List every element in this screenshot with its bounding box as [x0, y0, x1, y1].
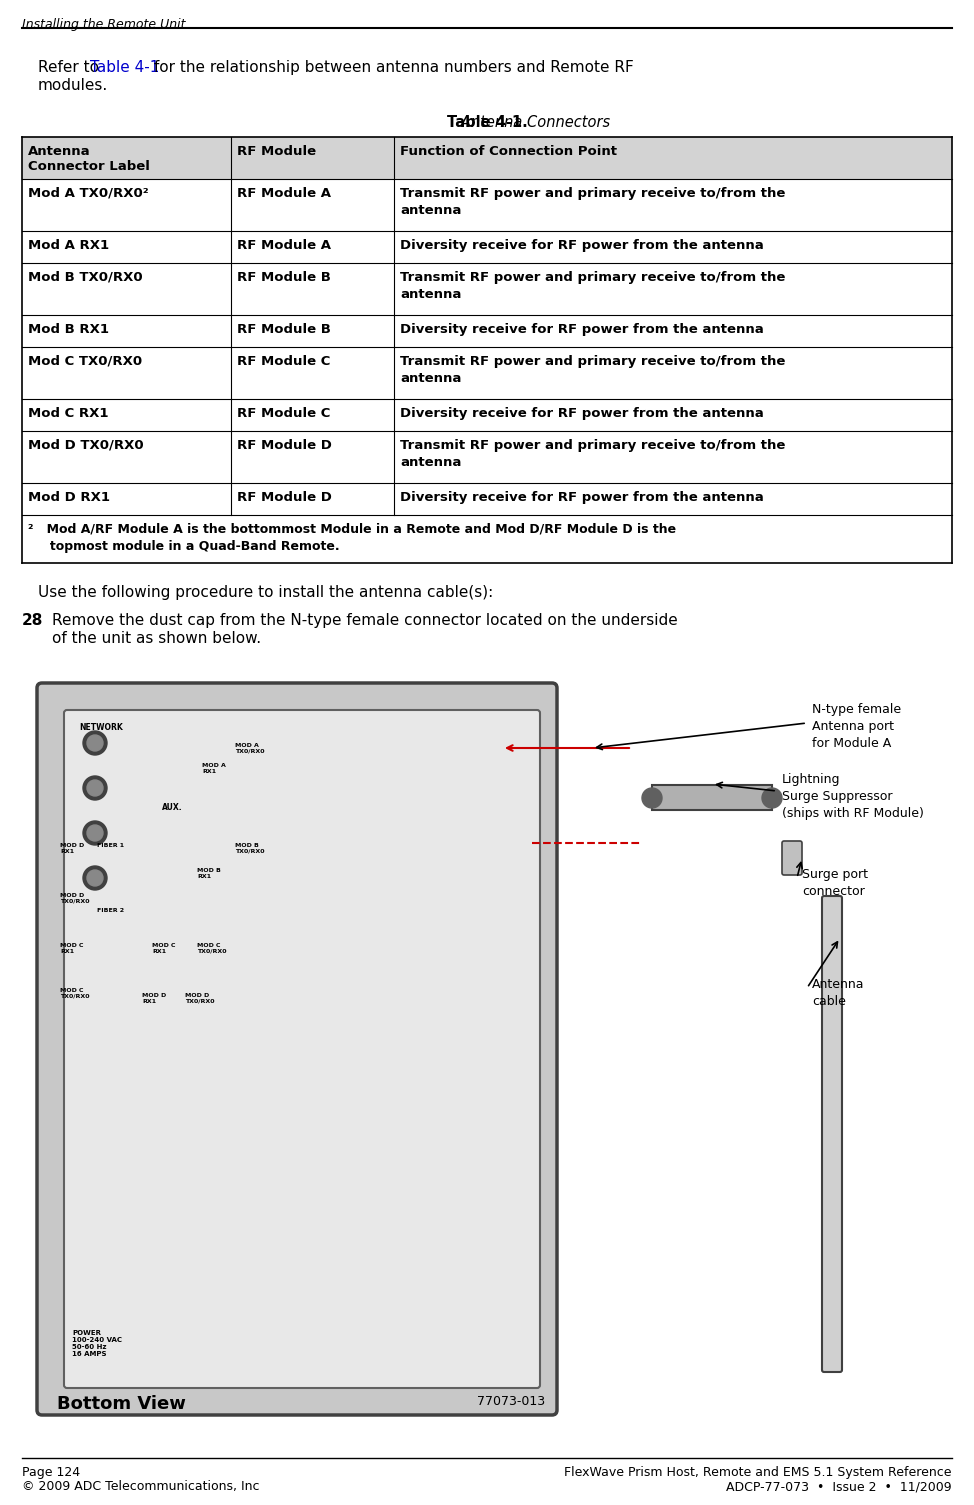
- FancyBboxPatch shape: [822, 895, 842, 1373]
- Text: Table 4-1: Table 4-1: [90, 60, 160, 75]
- Text: for the relationship between antenna numbers and Remote RF: for the relationship between antenna num…: [149, 60, 634, 75]
- FancyBboxPatch shape: [782, 841, 802, 874]
- Text: MOD C
TX0/RX0: MOD C TX0/RX0: [197, 944, 227, 954]
- Text: Mod D TX0/RX0: Mod D TX0/RX0: [28, 439, 143, 452]
- Text: MOD A
RX1: MOD A RX1: [202, 763, 226, 774]
- Text: Refer to: Refer to: [38, 60, 104, 75]
- Circle shape: [83, 822, 107, 844]
- Text: Lightning
Surge Suppressor
(ships with RF Module): Lightning Surge Suppressor (ships with R…: [782, 774, 924, 820]
- Text: Mod B RX1: Mod B RX1: [28, 324, 109, 336]
- Text: RF Module C: RF Module C: [238, 406, 330, 420]
- Text: Bottom View: Bottom View: [57, 1395, 186, 1413]
- Bar: [22, 515, 952, 563]
- Bar: [22, 263, 952, 315]
- Text: Mod C TX0/RX0: Mod C TX0/RX0: [28, 355, 142, 369]
- Text: Transmit RF power and primary receive to/from the
antenna: Transmit RF power and primary receive to…: [400, 355, 785, 385]
- Text: MOD B
RX1: MOD B RX1: [197, 868, 221, 879]
- Text: Table 4-1.: Table 4-1.: [447, 114, 527, 129]
- Circle shape: [83, 865, 107, 889]
- Text: of the unit as shown below.: of the unit as shown below.: [52, 631, 261, 646]
- Text: MOD D
RX1: MOD D RX1: [142, 993, 167, 1004]
- Bar: [22, 315, 952, 348]
- Bar: [22, 230, 952, 263]
- Bar: [22, 483, 952, 515]
- Text: Diversity receive for RF power from the antenna: Diversity receive for RF power from the …: [400, 491, 764, 504]
- Text: ²   Mod A/RF Module A is the bottommost Module in a Remote and Mod D/RF Module D: ² Mod A/RF Module A is the bottommost Mo…: [28, 524, 676, 552]
- Bar: [22, 399, 952, 430]
- Text: modules.: modules.: [38, 78, 108, 93]
- Text: Mod D RX1: Mod D RX1: [28, 491, 110, 504]
- Text: Surge port
connector: Surge port connector: [802, 868, 868, 898]
- Text: Mod C RX1: Mod C RX1: [28, 406, 108, 420]
- Text: Function of Connection Point: Function of Connection Point: [400, 144, 617, 158]
- Bar: [22, 430, 952, 483]
- Circle shape: [87, 825, 103, 841]
- Circle shape: [87, 734, 103, 751]
- Text: MOD D
TX0/RX0: MOD D TX0/RX0: [185, 993, 214, 1004]
- Text: Use the following procedure to install the antenna cable(s):: Use the following procedure to install t…: [38, 585, 493, 600]
- Text: MOD C
RX1: MOD C RX1: [152, 944, 175, 954]
- Text: FIBER 1: FIBER 1: [97, 843, 124, 847]
- Text: RF Module: RF Module: [238, 144, 317, 158]
- Text: MOD B
TX0/RX0: MOD B TX0/RX0: [235, 843, 265, 853]
- Text: FIBER 2: FIBER 2: [97, 908, 124, 914]
- Text: Transmit RF power and primary receive to/from the
antenna: Transmit RF power and primary receive to…: [400, 271, 785, 301]
- Text: RF Module B: RF Module B: [238, 324, 331, 336]
- Text: RF Module D: RF Module D: [238, 439, 332, 452]
- Text: Mod A RX1: Mod A RX1: [28, 239, 109, 251]
- Text: Diversity receive for RF power from the antenna: Diversity receive for RF power from the …: [400, 324, 764, 336]
- Text: AUX.: AUX.: [162, 804, 183, 813]
- Bar: [22, 348, 952, 399]
- Text: N-type female
Antenna port
for Module A: N-type female Antenna port for Module A: [812, 703, 901, 749]
- Text: Antenna
Connector Label: Antenna Connector Label: [28, 144, 150, 173]
- Text: RF Module A: RF Module A: [238, 187, 331, 200]
- Text: Diversity receive for RF power from the antenna: Diversity receive for RF power from the …: [400, 406, 764, 420]
- Text: FlexWave Prism Host, Remote and EMS 5.1 System Reference: FlexWave Prism Host, Remote and EMS 5.1 …: [565, 1466, 952, 1479]
- Text: Transmit RF power and primary receive to/from the
antenna: Transmit RF power and primary receive to…: [400, 187, 785, 217]
- Text: RF Module B: RF Module B: [238, 271, 331, 284]
- Text: Antenna Connectors: Antenna Connectors: [447, 114, 611, 129]
- Circle shape: [87, 870, 103, 886]
- Text: RF Module D: RF Module D: [238, 491, 332, 504]
- Text: MOD A
TX0/RX0: MOD A TX0/RX0: [235, 743, 265, 754]
- Text: Mod B TX0/RX0: Mod B TX0/RX0: [28, 271, 142, 284]
- Text: POWER
100-240 VAC
50-60 Hz
16 AMPS: POWER 100-240 VAC 50-60 Hz 16 AMPS: [72, 1330, 122, 1358]
- Text: Transmit RF power and primary receive to/from the
antenna: Transmit RF power and primary receive to…: [400, 439, 785, 470]
- Text: 77073-013: 77073-013: [477, 1395, 545, 1409]
- Bar: [652, 786, 772, 810]
- FancyBboxPatch shape: [64, 710, 540, 1388]
- Bar: [22, 137, 952, 179]
- Text: RF Module A: RF Module A: [238, 239, 331, 251]
- Text: RF Module C: RF Module C: [238, 355, 330, 369]
- Circle shape: [83, 777, 107, 801]
- Text: 28: 28: [22, 613, 44, 628]
- Text: Remove the dust cap from the N-type female connector located on the underside: Remove the dust cap from the N-type fema…: [52, 613, 678, 628]
- Circle shape: [762, 789, 782, 808]
- FancyBboxPatch shape: [37, 683, 557, 1415]
- Circle shape: [642, 789, 662, 808]
- Text: © 2009 ADC Telecommunications, Inc: © 2009 ADC Telecommunications, Inc: [22, 1479, 259, 1493]
- Text: Page 124: Page 124: [22, 1466, 80, 1479]
- Text: MOD D
RX1: MOD D RX1: [60, 843, 84, 853]
- Text: NETWORK: NETWORK: [79, 722, 123, 731]
- Circle shape: [83, 731, 107, 756]
- Circle shape: [87, 780, 103, 796]
- Text: Installing the Remote Unit: Installing the Remote Unit: [22, 18, 185, 32]
- Text: MOD D
TX0/RX0: MOD D TX0/RX0: [60, 892, 90, 905]
- Text: ADCP-77-073  •  Issue 2  •  11/2009: ADCP-77-073 • Issue 2 • 11/2009: [727, 1479, 952, 1493]
- Text: Diversity receive for RF power from the antenna: Diversity receive for RF power from the …: [400, 239, 764, 251]
- Text: Mod A TX0/RX0²: Mod A TX0/RX0²: [28, 187, 149, 200]
- Text: MOD C
TX0/RX0: MOD C TX0/RX0: [60, 987, 90, 999]
- Bar: [22, 179, 952, 230]
- Text: MOD C
RX1: MOD C RX1: [60, 944, 84, 954]
- Text: Antenna
cable: Antenna cable: [812, 978, 865, 1008]
